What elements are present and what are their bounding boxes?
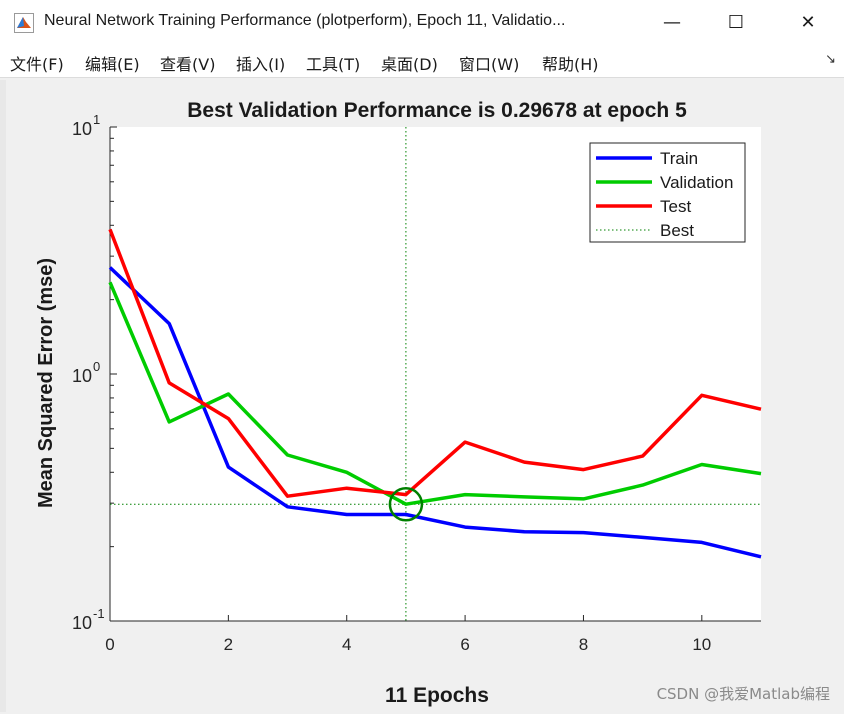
x-tick-label: 8 (579, 635, 588, 654)
legend-label-test: Test (660, 197, 691, 216)
menu-file[interactable]: 文件(F) (10, 55, 64, 74)
watermark: CSDN @我爱Matlab编程 (656, 685, 830, 703)
window-title: Neural Network Training Performance (plo… (44, 12, 566, 29)
x-tick-label: 2 (224, 635, 233, 654)
y-tick-label: 10 (72, 366, 92, 386)
menu-desktop[interactable]: 桌面(D) (381, 55, 438, 74)
performance-chart[interactable]: Best Validation Performance is 0.29678 a… (6, 80, 838, 710)
x-tick-label: 4 (342, 635, 351, 654)
x-axis-label: 11 Epochs (385, 684, 489, 707)
minimize-button[interactable]: — (640, 0, 704, 44)
matlab-icon (14, 13, 34, 33)
chart-title: Best Validation Performance is 0.29678 a… (187, 99, 687, 122)
menu-window[interactable]: 窗口(W) (459, 55, 520, 74)
close-button[interactable]: ✕ (776, 0, 840, 44)
window-title-bar[interactable]: Neural Network Training Performance (plo… (0, 0, 844, 44)
x-tick-label: 6 (460, 635, 469, 654)
series-line-validation (108, 281, 762, 506)
y-tick-label: 10 (72, 119, 92, 139)
menu-edit[interactable]: 编辑(E) (85, 55, 140, 74)
legend-label-best: Best (660, 221, 694, 240)
best-point-marker (388, 487, 424, 522)
minimize-icon: — (663, 11, 681, 33)
series-line-test (108, 228, 762, 498)
series-line-train (108, 266, 762, 559)
y-tick-exponent: 0 (93, 359, 100, 374)
menu-tools[interactable]: 工具(T) (306, 55, 361, 74)
y-tick-exponent: 1 (93, 112, 100, 127)
y-tick-exponent: -1 (93, 606, 105, 621)
dock-arrow-icon[interactable]: ↘ (825, 52, 836, 67)
menu-insert[interactable]: 插入(I) (236, 55, 286, 74)
y-tick-label: 10 (72, 613, 92, 633)
figure-canvas: Best Validation Performance is 0.29678 a… (6, 80, 838, 710)
menu-view[interactable]: 查看(V) (160, 55, 216, 74)
legend-label-validation: Validation (660, 173, 733, 192)
close-icon: ✕ (800, 11, 816, 33)
legend-label-train: Train (660, 149, 698, 168)
maximize-button[interactable]: ☐ (704, 0, 768, 44)
x-tick-label: 10 (692, 635, 711, 654)
menu-help[interactable]: 帮助(H) (542, 55, 599, 74)
menu-bar: 文件(F) 编辑(E) 查看(V) 插入(I) 工具(T) 桌面(D) 窗口(W… (0, 44, 844, 78)
window-left-edge (0, 80, 6, 712)
maximize-icon: ☐ (727, 11, 745, 33)
y-axis-label: Mean Squared Error (mse) (35, 258, 57, 508)
x-tick-label: 0 (105, 635, 114, 654)
